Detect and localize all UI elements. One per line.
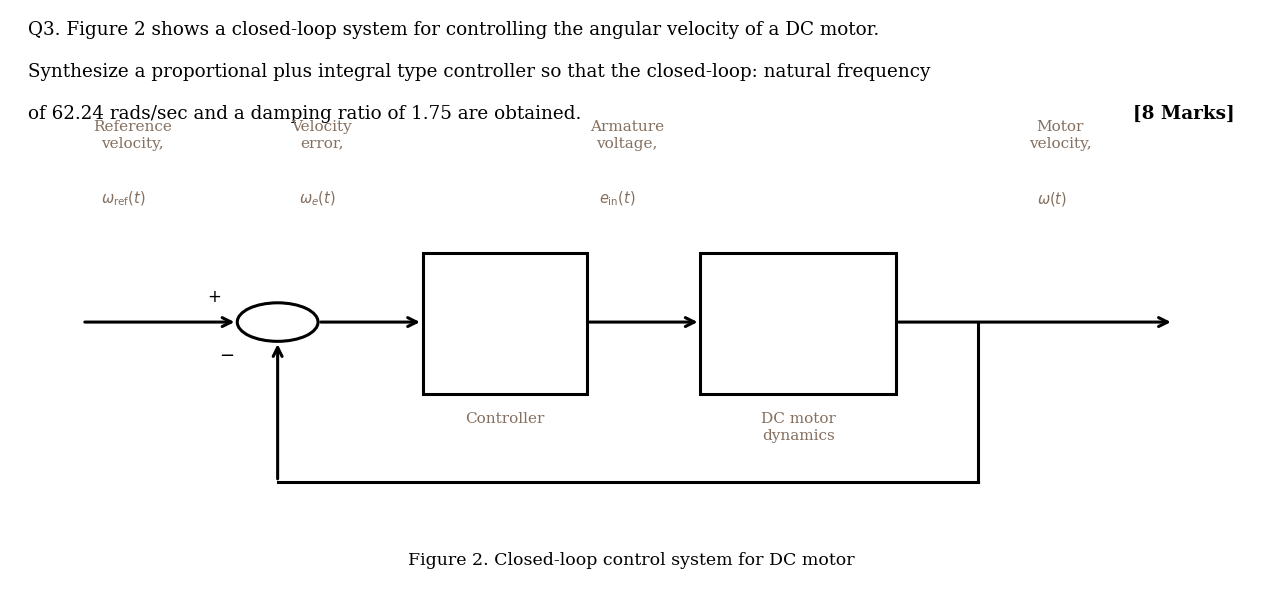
Text: 400: 400	[781, 291, 815, 309]
Text: +: +	[208, 288, 221, 306]
Text: Reference
velocity,: Reference velocity,	[93, 120, 172, 150]
Text: DC motor
dynamics: DC motor dynamics	[761, 412, 835, 442]
Text: Armature
voltage,: Armature voltage,	[591, 120, 664, 150]
Text: Motor
velocity,: Motor velocity,	[1029, 120, 1092, 150]
Text: $e_{\rm in}(t)$: $e_{\rm in}(t)$	[599, 190, 636, 208]
Text: of 62.24 rads/sec and a damping ratio of 1.75 are obtained.: of 62.24 rads/sec and a damping ratio of…	[28, 105, 581, 123]
Bar	[700, 253, 896, 394]
Text: Figure 2. Closed-loop control system for DC motor: Figure 2. Closed-loop control system for…	[408, 552, 854, 569]
Text: Velocity
error,: Velocity error,	[292, 120, 352, 150]
Text: s + 20.4: s + 20.4	[762, 339, 834, 356]
Text: $\omega_e(t)$: $\omega_e(t)$	[299, 190, 336, 208]
Text: $\omega_{\rm ref}(t)$: $\omega_{\rm ref}(t)$	[101, 190, 145, 208]
Text: Q3. Figure 2 shows a closed-loop system for controlling the angular velocity of : Q3. Figure 2 shows a closed-loop system …	[28, 21, 880, 39]
Text: $\omega(t)$: $\omega(t)$	[1037, 190, 1068, 208]
Text: −: −	[220, 347, 235, 365]
Text: $G_C(s)$: $G_C(s)$	[480, 312, 530, 335]
Text: Controller: Controller	[466, 412, 544, 426]
Text: [8 Marks]: [8 Marks]	[1132, 105, 1234, 123]
Bar	[423, 253, 587, 394]
Text: Synthesize a proportional plus integral type controller so that the closed-loop:: Synthesize a proportional plus integral …	[28, 63, 930, 81]
